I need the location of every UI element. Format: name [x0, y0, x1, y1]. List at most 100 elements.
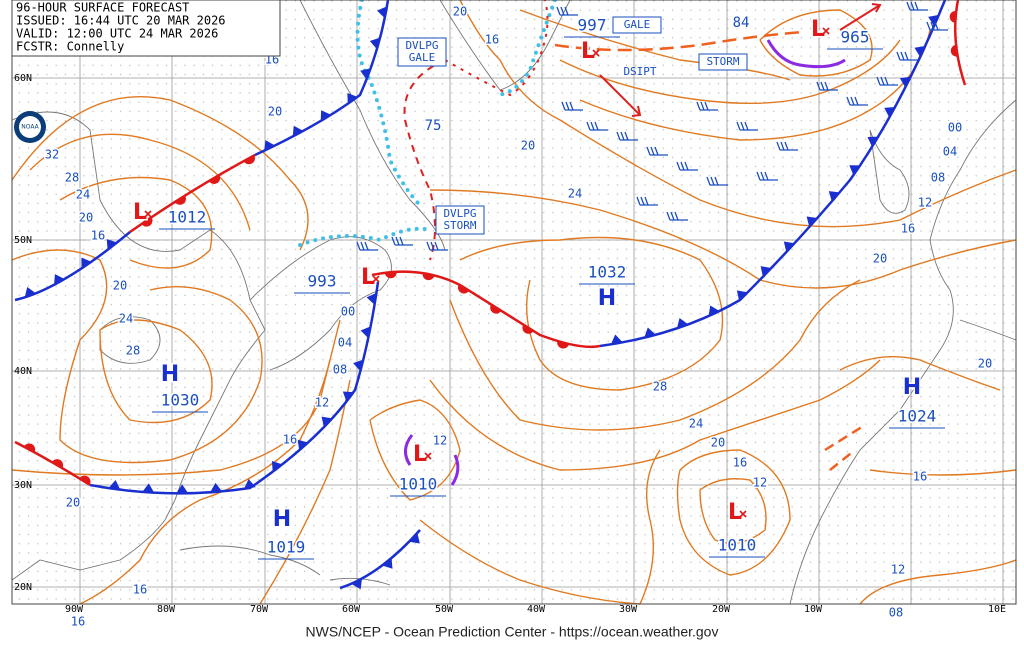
isobar-label: 20	[268, 105, 282, 119]
isobar-label: 08	[931, 171, 945, 185]
isobar-label: 24	[76, 188, 90, 202]
latitude-label: 40N	[14, 366, 32, 377]
isobar-label: 24	[689, 417, 703, 431]
cold-front-triangle	[867, 136, 879, 147]
isobar-label: 20	[66, 496, 80, 510]
cold-front-triangle	[210, 482, 223, 493]
wind-barb	[666, 211, 688, 221]
warm-front-semicircle	[457, 284, 470, 294]
longitude-label: 40W	[527, 604, 546, 615]
isobar-label: 20	[113, 279, 127, 293]
cold-front-triangle	[24, 287, 36, 298]
occluded-front	[404, 434, 460, 486]
longitude-label: 50W	[435, 604, 454, 615]
warning-text: GALE	[624, 18, 651, 31]
center-symbol: H	[161, 362, 179, 387]
isobar-label: 20	[873, 252, 887, 266]
cold-front-triangle	[243, 479, 256, 489]
header-valid: VALID: 12:00 UTC 24 MAR 2026	[16, 27, 218, 41]
isobar-label: 16	[283, 433, 297, 447]
warm-front-semicircle	[23, 443, 36, 453]
isobar-label: 28	[65, 171, 79, 185]
longitude-label: 70W	[250, 604, 269, 615]
warning-text: DSIPT	[623, 65, 656, 78]
isobar-label: 16	[913, 470, 927, 484]
center-x	[144, 210, 152, 218]
latitude-label: 60N	[14, 73, 32, 84]
movement-arrows	[599, 3, 882, 117]
header-issued: ISSUED: 16:44 UTC 20 MAR 2026	[16, 14, 226, 28]
cold-front-triangle	[353, 359, 364, 372]
warm-front-semicircle	[384, 271, 397, 279]
hurricane-force-track	[403, 0, 549, 261]
wind-barb	[776, 141, 798, 151]
center-symbol: L	[728, 500, 742, 525]
isobar-label: 00	[341, 305, 355, 319]
center-pressure: 1019	[267, 538, 306, 557]
wind-barb	[556, 6, 578, 16]
cold-front-triangle	[360, 326, 371, 339]
cold-front-triangle	[360, 68, 371, 80]
isobar-label: 16	[133, 583, 147, 597]
dot-grid	[12, 0, 1016, 604]
center-pressure: 997	[578, 16, 607, 35]
center-pressure: 993	[308, 272, 337, 291]
isobar-label: 16	[485, 33, 499, 47]
cold-front-triangle	[292, 125, 304, 137]
cold-front-triangle	[376, 6, 387, 19]
isobar-label: 08	[333, 363, 347, 377]
wind-barb	[816, 81, 838, 91]
longitude-label: 20W	[712, 604, 731, 615]
cold-front-triangle	[347, 93, 358, 104]
isobar-label: 12	[753, 476, 767, 490]
center-x	[592, 49, 600, 57]
isobar-label: 20	[453, 5, 467, 19]
wind-barb	[846, 96, 868, 106]
labels: L 1012 L 993 L 997 L 965 H 1032 H 1030 H 1024 H 1019 L 10…	[43, 3, 993, 630]
warm-front-semicircle	[522, 324, 534, 334]
wind-barb	[926, 21, 948, 31]
isobars	[11, 0, 1017, 605]
wind-barb	[906, 1, 928, 11]
warning-text: STORM	[443, 219, 476, 232]
longitude-label: 90W	[65, 604, 84, 615]
wind-barb	[756, 171, 778, 181]
cold-front-triangle	[644, 327, 656, 338]
center-x	[822, 27, 830, 35]
center-symbol: H	[903, 375, 921, 400]
sea-state-label: 84	[733, 15, 750, 31]
cold-front-triangle	[828, 191, 840, 202]
footer: NWS/NCEP - Ocean Prediction Center - htt…	[306, 624, 719, 640]
warm-front-semicircle	[490, 304, 502, 314]
cold-front-triangle	[351, 578, 363, 590]
wind-barb	[616, 131, 638, 141]
warm-front-semicircle	[141, 217, 153, 227]
center-symbol: L	[361, 265, 375, 290]
isobar-label: 28	[126, 344, 140, 358]
center-pressure: 1010	[718, 536, 757, 555]
header-box: 96-HOUR SURFACE FORECAST ISSUED: 16:44 U…	[11, 0, 281, 57]
noaa-logo: NOAA	[14, 111, 46, 143]
cold-front-triangle	[176, 484, 189, 494]
warm-front-semicircle	[950, 44, 958, 57]
wind-barb	[896, 51, 918, 61]
cold-front	[339, 529, 421, 590]
cold-front-triangle	[928, 14, 939, 26]
wind-barb	[876, 76, 898, 86]
wind-barb	[561, 101, 583, 111]
cold-front-triangle	[366, 292, 377, 305]
isobar-label: 00	[948, 121, 962, 135]
sea-state-label: 75	[425, 118, 442, 134]
cold-front-triangle	[610, 334, 623, 345]
isobar-label: 20	[711, 436, 725, 450]
warning-text: GALE	[409, 51, 436, 64]
warning-box	[397, 37, 447, 67]
wind-barb	[391, 236, 413, 246]
center-pressure: 965	[841, 28, 870, 47]
warm-front-semicircle	[208, 174, 221, 184]
wind-barb	[356, 241, 378, 251]
warm-front-semicircle	[174, 195, 186, 205]
cold-front	[254, 0, 390, 157]
cold-front-triangle	[409, 532, 420, 544]
